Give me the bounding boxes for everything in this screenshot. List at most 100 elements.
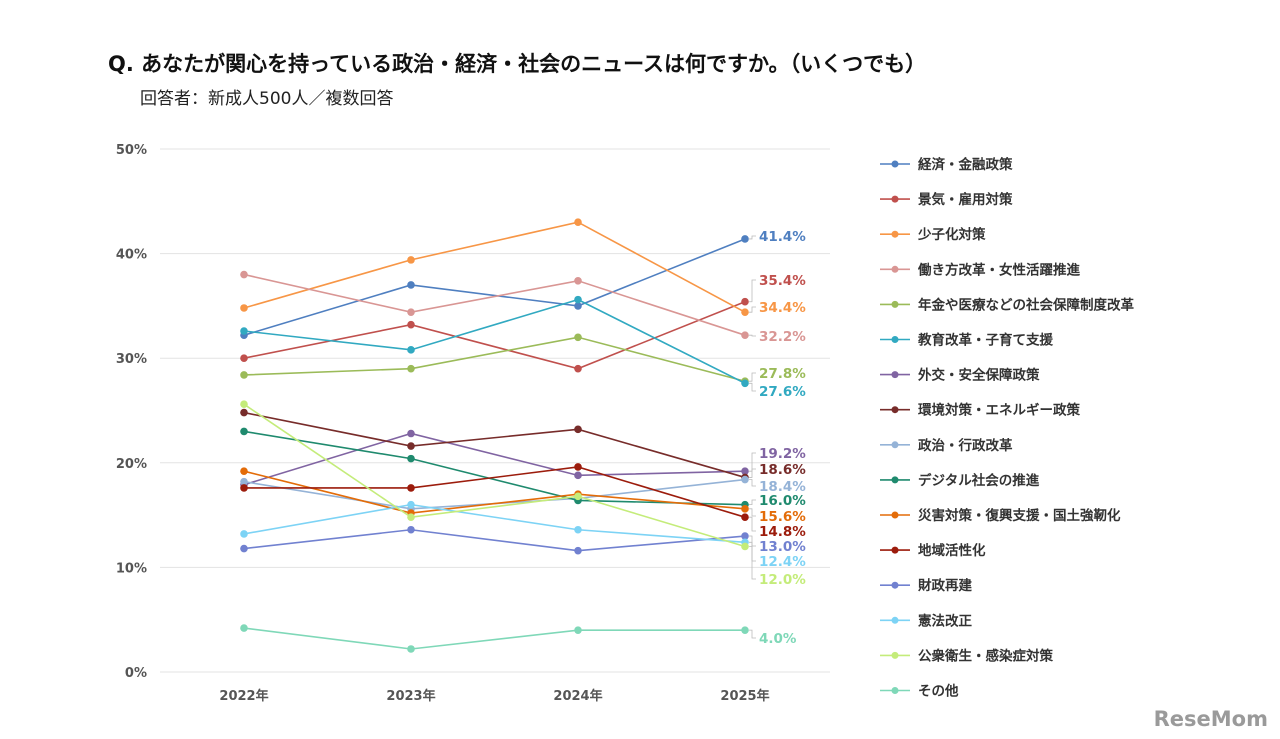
- data-point: [574, 626, 582, 634]
- leader-line: [749, 306, 756, 313]
- legend-label: 少子化対策: [917, 226, 986, 243]
- data-point: [741, 467, 749, 475]
- leader-line: [749, 235, 756, 240]
- legend-label: 災害対策・復興支援・国土強靭化: [917, 507, 1121, 524]
- legend-marker: [891, 265, 899, 273]
- data-label: 35.4%: [759, 273, 806, 289]
- data-point: [407, 320, 415, 329]
- leader-line: [749, 382, 756, 392]
- data-point: [741, 505, 749, 513]
- data-point: [240, 484, 248, 492]
- leader-line: [749, 629, 756, 639]
- data-label: 18.6%: [759, 462, 806, 478]
- series-line: [243, 221, 746, 313]
- legend-label: 環境対策・エネルギー政策: [918, 402, 1080, 419]
- legend-label: 公衆衛生・感染症対策: [918, 647, 1053, 664]
- data-point: [240, 427, 248, 436]
- chart-title: Q. あなたが関心を持っている政治・経済・社会のニュースは何ですか。（いくつでも…: [108, 52, 927, 76]
- leader-line: [749, 479, 756, 487]
- data-point: [741, 532, 749, 540]
- leader-line: [749, 372, 756, 382]
- legend-label: 教育改革・子育て支援: [918, 332, 1053, 349]
- data-point: [407, 645, 415, 653]
- data-point: [240, 477, 248, 486]
- legend-label: 景気・雇用対策: [918, 191, 1013, 208]
- series-line: [243, 430, 746, 506]
- legend-label: デジタル社会の推進: [918, 472, 1040, 489]
- legend-label: 憲法改正: [918, 612, 972, 629]
- x-tick-label: 2022年: [219, 688, 268, 704]
- data-label: 41.4%: [759, 229, 806, 245]
- data-point: [407, 281, 415, 289]
- legend-marker: [891, 511, 899, 519]
- data-label: 14.8%: [759, 524, 806, 540]
- data-point: [741, 379, 749, 388]
- legend-marker: [891, 546, 899, 554]
- data-point: [407, 429, 415, 438]
- data-label: 27.6%: [759, 384, 806, 400]
- data-label: 13.0%: [759, 539, 806, 555]
- legend-label: 財政再建: [917, 577, 972, 594]
- data-point: [741, 626, 749, 634]
- legend-label: 働き方改革・女性活躍推進: [917, 261, 1080, 278]
- legend-marker: [891, 195, 899, 203]
- data-point: [240, 371, 248, 379]
- data-point: [574, 525, 582, 534]
- legend-marker: [891, 406, 899, 414]
- legend-label: 政治・行政改革: [918, 437, 1013, 454]
- data-label: 12.4%: [759, 554, 806, 570]
- series-line: [243, 336, 746, 382]
- series-line: [243, 627, 745, 650]
- legend-label: 地域活性化: [918, 542, 986, 559]
- data-point: [741, 297, 749, 306]
- legend-label: 年金や医療などの社会保障制度改革: [918, 296, 1134, 313]
- data-point: [407, 256, 415, 264]
- data-label: 4.0%: [759, 631, 797, 647]
- legend-marker: [891, 651, 899, 659]
- data-point: [574, 295, 582, 304]
- resemom-logo: ReseMom: [1153, 707, 1268, 731]
- data-label: 18.4%: [759, 479, 806, 495]
- chart-subtitle: 回答者：新成人500人／複数回答: [140, 89, 394, 109]
- series-line: [243, 528, 746, 552]
- leader-line: [749, 508, 756, 517]
- data-point: [407, 454, 415, 463]
- series-line: [243, 300, 746, 370]
- data-point: [407, 484, 415, 492]
- data-point: [240, 327, 248, 335]
- data-point: [240, 530, 248, 538]
- data-label: 15.6%: [759, 509, 806, 525]
- y-tick-label: 10%: [116, 561, 147, 576]
- legend-label: その他: [918, 683, 959, 700]
- legend-marker: [891, 336, 899, 343]
- data-point: [240, 544, 248, 553]
- data-point: [574, 364, 582, 373]
- data-point: [407, 364, 415, 373]
- data-point: [574, 276, 582, 285]
- data-point: [240, 304, 248, 312]
- data-point: [741, 475, 749, 484]
- leader-line: [749, 535, 756, 547]
- data-point: [240, 624, 248, 632]
- legend-marker: [891, 160, 899, 168]
- data-point: [574, 302, 582, 310]
- y-tick-label: 30%: [116, 352, 147, 367]
- data-point: [240, 354, 248, 363]
- series-line: [243, 238, 746, 336]
- series-line: [243, 470, 746, 514]
- legend-marker: [891, 230, 899, 238]
- y-tick-label: 20%: [116, 457, 147, 472]
- legend-label: 経済・金融政策: [918, 156, 1013, 173]
- series-line: [243, 411, 746, 479]
- data-point: [574, 218, 582, 227]
- data-point: [407, 308, 415, 316]
- series-line: [244, 466, 746, 518]
- data-point: [240, 400, 248, 409]
- data-point: [741, 331, 749, 339]
- leader-line: [749, 468, 756, 478]
- x-tick-label: 2023年: [386, 688, 435, 704]
- leader-line: [749, 334, 756, 337]
- leader-line: [749, 499, 756, 506]
- data-point: [407, 442, 415, 450]
